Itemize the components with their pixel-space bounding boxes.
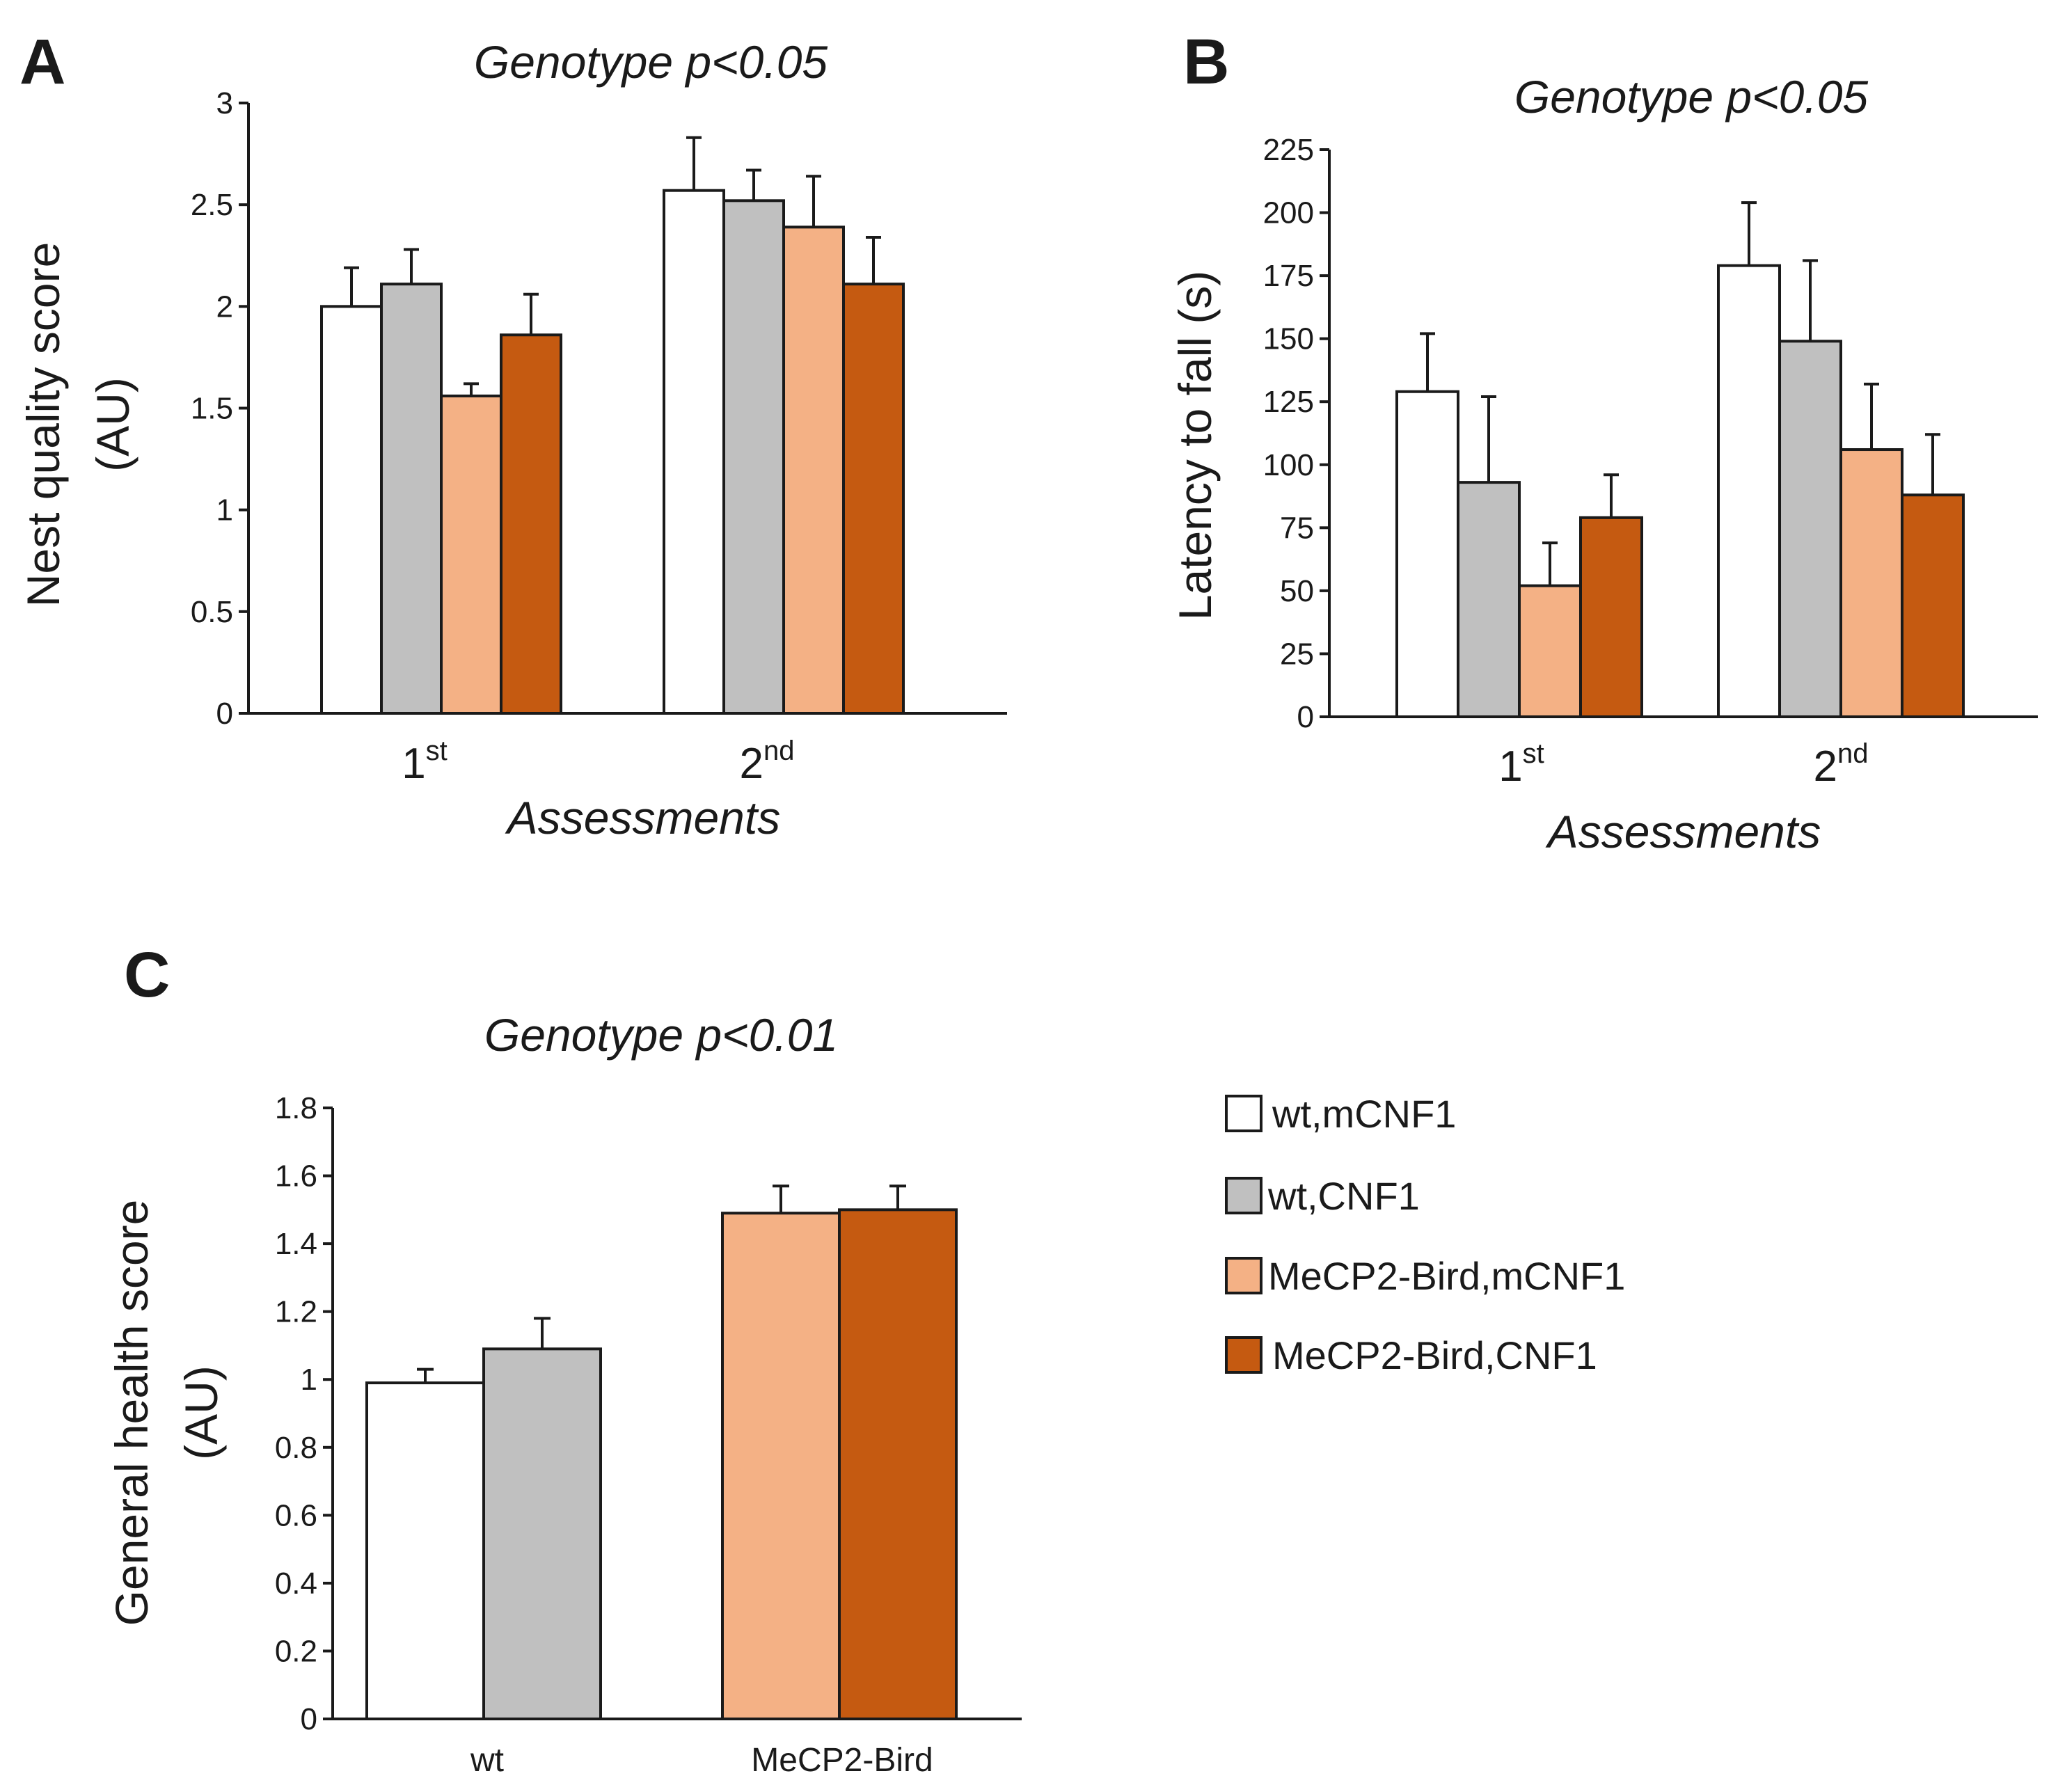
panel-a-wt-cnf1-group2-bar xyxy=(722,199,785,715)
panel-b-mecp2-bird-mcnf1-group1-bar xyxy=(1518,584,1582,719)
panel-b-ytick-label: 125 xyxy=(1263,385,1314,419)
legend-label-wt-cnf1: wt,CNF1 xyxy=(1267,1174,1420,1218)
panel-c-ylabel-line2: (AU) xyxy=(175,1365,227,1460)
panel-a-axes xyxy=(247,103,1007,715)
panel-a-wt-cnf1-group1-bar xyxy=(380,283,443,715)
panel-a-xcat-1: 1st xyxy=(402,736,448,788)
panel-b-xlabel: Assessments xyxy=(1545,806,1821,857)
panel-a-xlabel: Assessments xyxy=(505,792,780,843)
panel-b-bars xyxy=(1395,264,1965,719)
panel-a-ylabel-line2: (AU) xyxy=(87,377,138,472)
panel-b-xcat-1: 1st xyxy=(1498,738,1544,791)
panel-b: B Genotype p<0.05 Latency to fall (s) 0 2… xyxy=(1169,26,2038,857)
panel-c-ytick-label: 0.4 xyxy=(275,1567,317,1601)
panel-c-bars xyxy=(365,1208,958,1721)
panel-c-ytick-label: 0.8 xyxy=(275,1431,317,1465)
panel-a-ytick-label: 2.5 xyxy=(191,188,233,222)
panel-a-ytick-label: 0 xyxy=(216,697,233,731)
panel-b-wt-mcnf1-group1-bar xyxy=(1395,390,1459,718)
panel-a-letter: A xyxy=(19,26,65,97)
panel-a-title: Genotype p<0.05 xyxy=(474,36,828,88)
panel-b-title: Genotype p<0.05 xyxy=(1514,71,1869,122)
panel-b-wt-cnf1-group1-bar xyxy=(1457,481,1521,719)
panel-b-mecp2-bird-mcnf1-group2-bar xyxy=(1839,448,1903,718)
panel-c-ytick-label: 1.2 xyxy=(275,1295,317,1329)
panel-a-ytick-label: 3 xyxy=(216,86,233,120)
panel-c-title: Genotype p<0.01 xyxy=(484,1009,838,1061)
panel-c-mecp2-bird-cnf1-group2-bar xyxy=(838,1208,958,1721)
legend-swatch-mecp2-cnf1 xyxy=(1225,1336,1262,1374)
panel-c-wt-cnf1-group1-bar xyxy=(482,1347,602,1721)
panel-b-ytick-label: 225 xyxy=(1263,133,1314,167)
panel-c-ytick-label: 1.4 xyxy=(275,1227,317,1261)
panel-a-ytick-label: 1 xyxy=(216,493,233,528)
panel-c-axes xyxy=(331,1108,1022,1720)
panel-b-ylabel: Latency to fall (s) xyxy=(1169,271,1221,621)
panel-b-ytick-label: 200 xyxy=(1263,196,1314,230)
panel-c-ytick-label: 0.6 xyxy=(275,1498,317,1532)
panel-b-y-ticks: 0 25 50 75 100 125 150 175 200 225 xyxy=(1263,133,1329,734)
panel-b-ytick-label: 25 xyxy=(1280,637,1314,671)
panel-b-letter: B xyxy=(1183,26,1229,97)
panel-b-ytick-label: 175 xyxy=(1263,259,1314,293)
panel-b-wt-cnf1-group2-bar xyxy=(1778,340,1842,718)
panel-b-mecp2-bird-cnf1-group2-bar xyxy=(1901,493,1965,718)
panel-c-ytick-label: 0 xyxy=(301,1702,317,1736)
panel-a-wt-mcnf1-group1-bar xyxy=(320,305,383,715)
panel-c-ytick-label: 1.6 xyxy=(275,1159,317,1194)
panel-b-ytick-label: 0 xyxy=(1297,700,1314,734)
panel-a-mecp2-bird-mcnf1-group1-bar xyxy=(440,394,502,715)
panel-b-axes xyxy=(1328,150,2038,718)
panel-b-ytick-label: 50 xyxy=(1280,574,1314,608)
panel-b-ytick-label: 100 xyxy=(1263,448,1314,482)
panel-c-ylabel-line1: General health score xyxy=(106,1200,157,1626)
panel-a-bars xyxy=(320,189,905,715)
panel-b-ytick-label: 150 xyxy=(1263,322,1314,356)
panel-b-ytick-label: 75 xyxy=(1280,511,1314,545)
panel-a-ylabel-line1: Nest quality score xyxy=(17,242,69,608)
panel-a-xcat-2: 2nd xyxy=(740,736,795,788)
panel-c: C Genotype p<0.01 General health score (… xyxy=(106,939,1022,1779)
panel-c-ytick-label: 0.2 xyxy=(275,1634,317,1668)
legend-label-mecp2-cnf1: MeCP2-Bird,CNF1 xyxy=(1272,1333,1597,1377)
panel-c-ytick-label: 1 xyxy=(301,1363,317,1397)
panel-a-mecp2-bird-cnf1-group2-bar xyxy=(842,283,905,715)
panel-c-xcat-1: wt xyxy=(470,1742,504,1779)
panel-c-letter: C xyxy=(124,939,170,1010)
panel-b-wt-mcnf1-group2-bar xyxy=(1717,264,1781,719)
panel-a-error-bars xyxy=(344,136,881,396)
panel-c-mecp2-bird-mcnf1-group2-bar xyxy=(721,1212,841,1720)
legend-swatch-wt-cnf1 xyxy=(1225,1177,1262,1214)
legend-swatch-mecp2-mcnf1 xyxy=(1225,1257,1262,1294)
panel-a-mecp2-bird-cnf1-group1-bar xyxy=(500,333,562,715)
panel-c-error-bars xyxy=(417,1184,906,1383)
panel-b-error-bars xyxy=(1420,201,1940,586)
panel-a-y-ticks: 0 0.5 1 1.5 2 2.5 3 xyxy=(191,86,248,731)
panel-c-xcat-2: MeCP2-Bird xyxy=(751,1742,933,1779)
panel-a-ytick-label: 1.5 xyxy=(191,392,233,426)
panel-a-wt-mcnf1-group2-bar xyxy=(663,189,725,715)
legend-label-mecp2-mcnf1: MeCP2-Bird,mCNF1 xyxy=(1268,1254,1625,1298)
legend: wt,mCNF1 wt,CNF1 MeCP2-Bird,mCNF1 MeCP2-… xyxy=(1225,1092,1625,1377)
panel-a-ytick-label: 2 xyxy=(216,290,233,324)
panel-b-mecp2-bird-cnf1-group1-bar xyxy=(1579,516,1643,718)
panel-a: A Genotype p<0.05 Nest quality score (AU… xyxy=(17,26,1007,843)
panel-c-y-ticks: 0 0.2 0.4 0.6 0.8 1 1.2 1.4 1.6 1.8 xyxy=(275,1091,333,1736)
panel-a-mecp2-bird-mcnf1-group2-bar xyxy=(782,225,845,715)
legend-swatch-wt-mcnf1 xyxy=(1225,1095,1262,1132)
panel-c-wt-mcnf1-group1-bar xyxy=(365,1381,485,1720)
panel-a-ytick-label: 0.5 xyxy=(191,595,233,629)
panel-c-ytick-label: 1.8 xyxy=(275,1091,317,1125)
panel-b-xcat-2: 2nd xyxy=(1814,738,1869,791)
legend-label-wt-mcnf1: wt,mCNF1 xyxy=(1272,1092,1456,1136)
